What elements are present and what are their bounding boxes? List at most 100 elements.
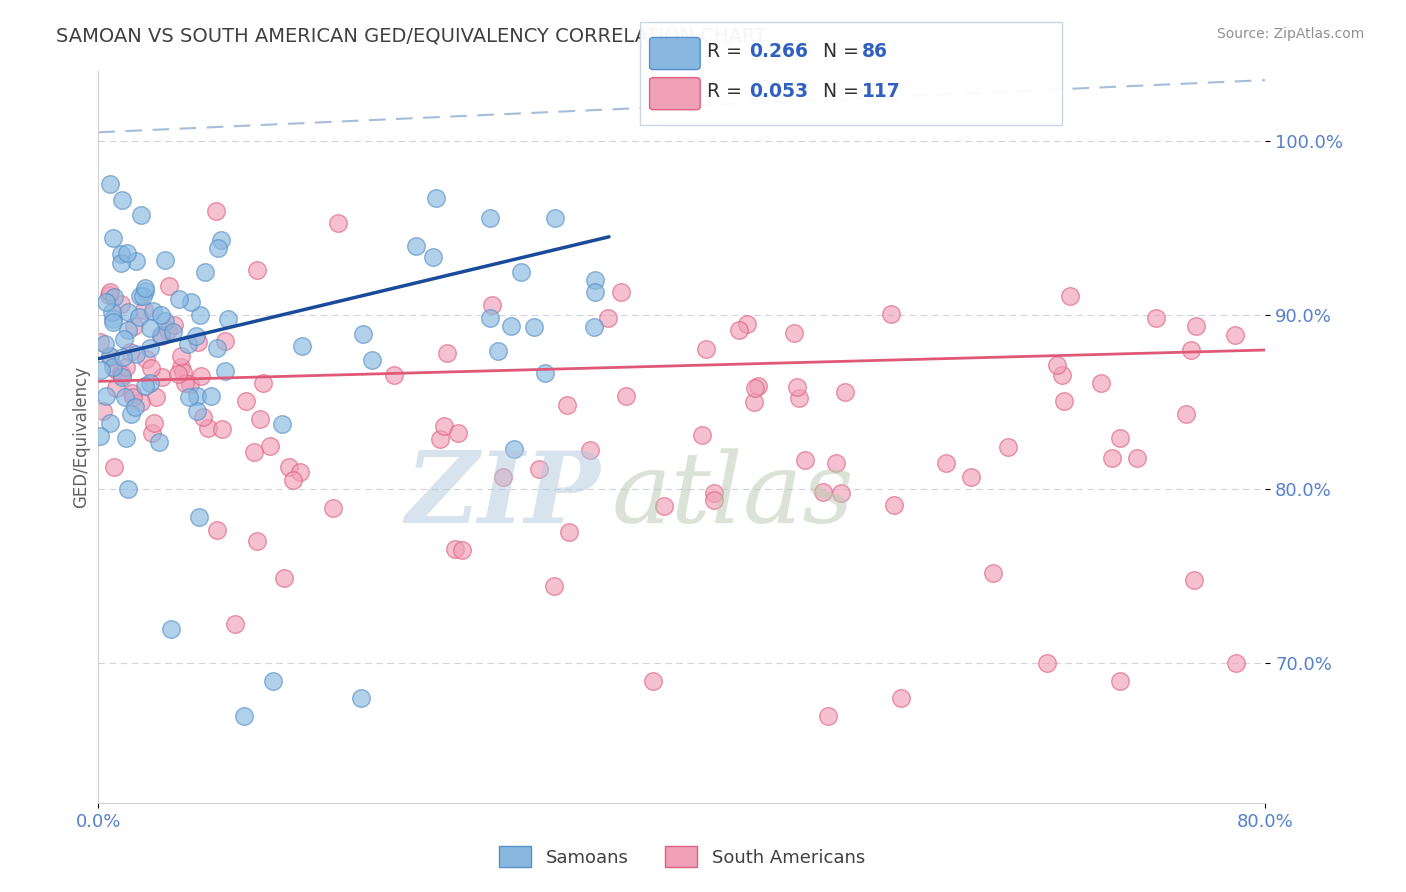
Point: [160, 622, 183, 636]
Point: [246, 263, 269, 277]
Point: [167, 292, 190, 306]
Point: [259, 439, 281, 453]
Point: [103, 359, 125, 374]
Point: [141, 426, 163, 441]
Point: [883, 498, 905, 512]
Point: [997, 440, 1019, 454]
Point: [214, 364, 236, 378]
Point: [609, 285, 631, 300]
Point: [825, 456, 848, 470]
Point: [981, 566, 1004, 580]
Point: [288, 465, 311, 479]
Point: [148, 434, 170, 449]
Point: [652, 499, 675, 513]
Point: [207, 241, 229, 255]
Point: [890, 691, 912, 706]
Point: [1184, 573, 1206, 587]
Point: [481, 298, 503, 312]
Point: [103, 459, 125, 474]
Point: [1126, 450, 1149, 465]
Point: [139, 361, 162, 376]
Point: [91, 403, 114, 417]
Point: [352, 327, 374, 342]
Point: [579, 443, 602, 458]
Point: [322, 501, 344, 516]
Point: [451, 542, 474, 557]
Point: [104, 363, 127, 377]
Point: [1185, 318, 1208, 333]
Point: [111, 368, 134, 382]
Point: [179, 376, 201, 391]
Point: [110, 256, 132, 270]
Point: [180, 295, 202, 310]
Point: [503, 442, 526, 457]
Point: [135, 352, 157, 367]
Point: [246, 533, 269, 548]
Text: 117: 117: [862, 82, 901, 102]
Point: [224, 617, 246, 632]
Point: [110, 247, 132, 261]
Point: [142, 304, 165, 318]
Point: [555, 398, 578, 412]
Point: [263, 673, 285, 688]
Point: [1109, 431, 1132, 445]
Point: [90, 363, 112, 377]
Point: [132, 303, 155, 318]
Point: [935, 456, 957, 470]
Point: [1046, 358, 1069, 372]
Point: [728, 323, 751, 337]
Point: [447, 425, 470, 440]
Point: [794, 453, 817, 467]
Point: [115, 246, 138, 260]
Point: [186, 389, 208, 403]
Point: [583, 285, 606, 299]
Point: [200, 389, 222, 403]
Point: [429, 433, 451, 447]
Point: [361, 353, 384, 368]
Point: [101, 315, 124, 329]
Point: [156, 323, 179, 337]
Point: [486, 343, 509, 358]
Point: [811, 484, 834, 499]
Point: [233, 708, 256, 723]
Point: [583, 320, 606, 334]
Point: [328, 216, 350, 230]
Text: N =: N =: [823, 42, 865, 62]
Point: [433, 418, 456, 433]
Point: [94, 389, 117, 403]
Text: ZIP: ZIP: [405, 448, 600, 544]
Point: [117, 304, 139, 318]
Point: [271, 417, 294, 431]
Point: [117, 323, 139, 337]
Point: [534, 366, 557, 380]
Point: [166, 367, 188, 381]
Point: [190, 308, 212, 322]
Text: 0.053: 0.053: [749, 82, 808, 102]
Point: [134, 378, 156, 392]
Point: [172, 365, 194, 379]
Point: [1174, 407, 1197, 421]
Point: [112, 332, 135, 346]
Text: R =: R =: [707, 42, 748, 62]
Point: [1180, 343, 1202, 357]
Point: [735, 317, 758, 331]
Point: [187, 509, 209, 524]
Text: Source: ZipAtlas.com: Source: ZipAtlas.com: [1216, 27, 1364, 41]
Point: [425, 191, 447, 205]
Point: [162, 326, 184, 340]
Point: [145, 390, 167, 404]
Point: [205, 341, 228, 355]
Point: [703, 486, 725, 500]
Point: [98, 287, 121, 301]
Text: 0.266: 0.266: [749, 42, 808, 62]
Point: [94, 295, 117, 310]
Point: [193, 410, 215, 425]
Point: [744, 380, 766, 394]
Point: [479, 211, 502, 225]
Point: [153, 314, 176, 328]
Point: [783, 326, 806, 340]
Point: [98, 350, 121, 364]
Point: [103, 290, 125, 304]
Point: [960, 470, 983, 484]
Point: [422, 251, 444, 265]
